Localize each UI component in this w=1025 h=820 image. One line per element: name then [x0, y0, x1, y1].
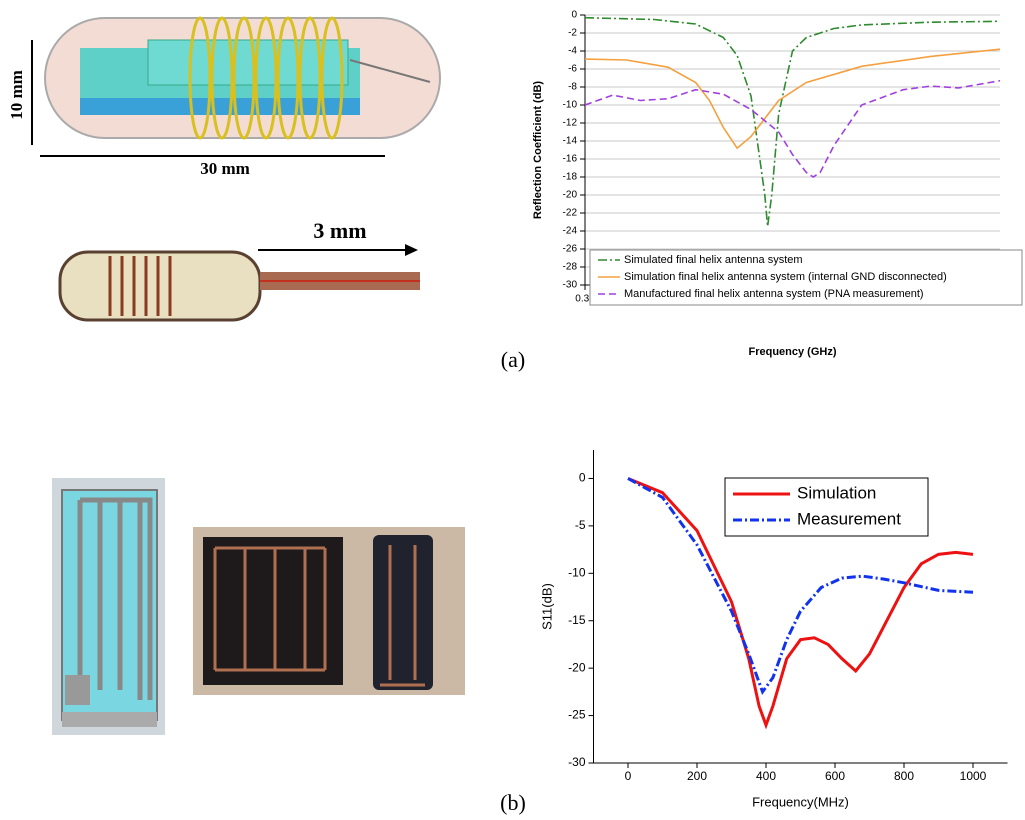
x-axis-label: Frequency(MHz) [752, 794, 849, 809]
x-tick-label: 200 [687, 769, 707, 783]
legend-label: Manufactured final helix antenna system … [624, 288, 924, 300]
panel-label: (b) [500, 790, 526, 815]
y-tick-label: -6 [568, 64, 577, 75]
legend-label: Simulated final helix antenna system [624, 254, 803, 266]
y-tick-label: -12 [563, 118, 578, 129]
x-tick-label: 1000 [960, 769, 987, 783]
legend-label: Measurement [797, 509, 901, 528]
y-tick-label: -16 [563, 154, 578, 165]
dimension-label: 3 mm [313, 218, 366, 243]
y-tick-label: -14 [563, 136, 578, 147]
series-line [585, 81, 1000, 177]
series-line [585, 49, 1000, 148]
x-tick-label: 0 [625, 769, 632, 783]
dimension-label: 10 mm [7, 70, 26, 120]
x-tick-label: 400 [756, 769, 776, 783]
dimension-label: 30 mm [200, 159, 250, 178]
y-tick-label: -4 [568, 46, 577, 57]
y-tick-label: -20 [568, 660, 586, 674]
y-tick-label: -24 [563, 226, 578, 237]
y-tick-label: -26 [563, 244, 578, 255]
y-axis-label: Reflection Coefficient (dB) [532, 81, 544, 219]
figure: 10 mm 30 mm 3 mm (a) (b) 0 -2 -4 -6 -8 -10 -12… [0, 0, 1025, 820]
y-tick-label: -10 [563, 100, 578, 111]
capsule-illustration [45, 18, 440, 138]
y-tick-label: 0 [579, 471, 586, 485]
x-axis-label: Frequency (GHz) [748, 346, 836, 358]
arrow-head [405, 244, 418, 256]
capsule-photo [60, 252, 420, 320]
legend-label: Simulation final helix antenna system (i… [624, 271, 947, 283]
y-tick-label: -10 [568, 565, 586, 579]
y-tick-label: -18 [563, 172, 578, 183]
y-tick-label: 0 [571, 10, 577, 21]
y-axis-label: S11(dB) [539, 583, 554, 630]
x-tick-label: 800 [894, 769, 914, 783]
antenna-photo [193, 527, 465, 695]
y-tick-label: -5 [575, 518, 586, 532]
panel-label: (a) [501, 347, 525, 372]
y-tick-label: -20 [563, 190, 578, 201]
y-tick-label: -30 [563, 280, 578, 291]
cylinder-model [52, 478, 165, 735]
y-tick-label: -22 [563, 208, 578, 219]
y-tick-label: -30 [568, 755, 586, 769]
y-tick-label: -25 [568, 708, 586, 722]
y-tick-label: -28 [563, 262, 578, 273]
y-tick-label: -2 [568, 28, 577, 39]
legend-label: Simulation [797, 483, 876, 502]
y-tick-label: -8 [568, 82, 577, 93]
y-tick-label: -15 [568, 613, 586, 627]
x-tick-label: 600 [825, 769, 845, 783]
